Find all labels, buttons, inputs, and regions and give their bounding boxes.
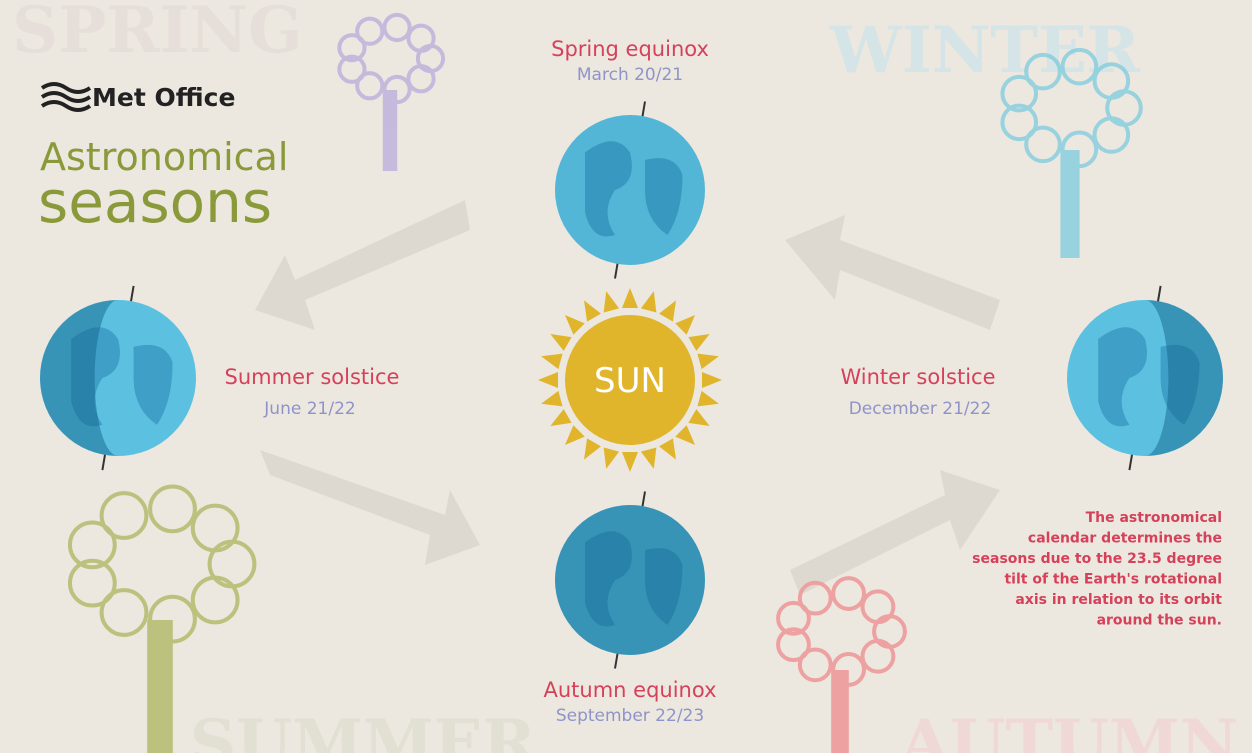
note-line: axis in relation to its orbit xyxy=(1015,592,1222,608)
title-line: seasons xyxy=(38,168,272,236)
infographic: SPRING WINTER SUMMER AUTUMN Met Office A… xyxy=(0,0,1252,753)
sun: SUN xyxy=(538,288,722,472)
watermark: SUMMER xyxy=(190,706,537,753)
event-name: Autumn equinox xyxy=(544,678,717,702)
event-name: Spring equinox xyxy=(551,37,709,61)
event-name: Summer solstice xyxy=(225,365,400,389)
globe-shadow xyxy=(555,505,705,655)
note-line: tilt of the Earth's rotational xyxy=(1004,572,1222,588)
watermark: SPRING xyxy=(12,0,303,68)
globe-shadow xyxy=(555,115,705,265)
note-line: The astronomical xyxy=(1086,510,1222,526)
event-date: June 21/22 xyxy=(263,399,355,419)
note-line: seasons due to the 23.5 degree xyxy=(972,551,1222,567)
event-date: March 20/21 xyxy=(577,65,683,85)
event-name: Winter solstice xyxy=(840,365,995,389)
event-date: December 21/22 xyxy=(849,399,992,419)
watermark: AUTUMN xyxy=(899,706,1238,753)
page: SPRING WINTER SUMMER AUTUMN Met Office A… xyxy=(0,0,1252,753)
event-date: September 22/23 xyxy=(556,706,704,726)
note-line: around the sun. xyxy=(1097,613,1222,629)
sun-label: SUN xyxy=(594,361,666,401)
note-line: calendar determines the xyxy=(1028,531,1222,547)
logo-text: Met Office xyxy=(92,83,235,112)
